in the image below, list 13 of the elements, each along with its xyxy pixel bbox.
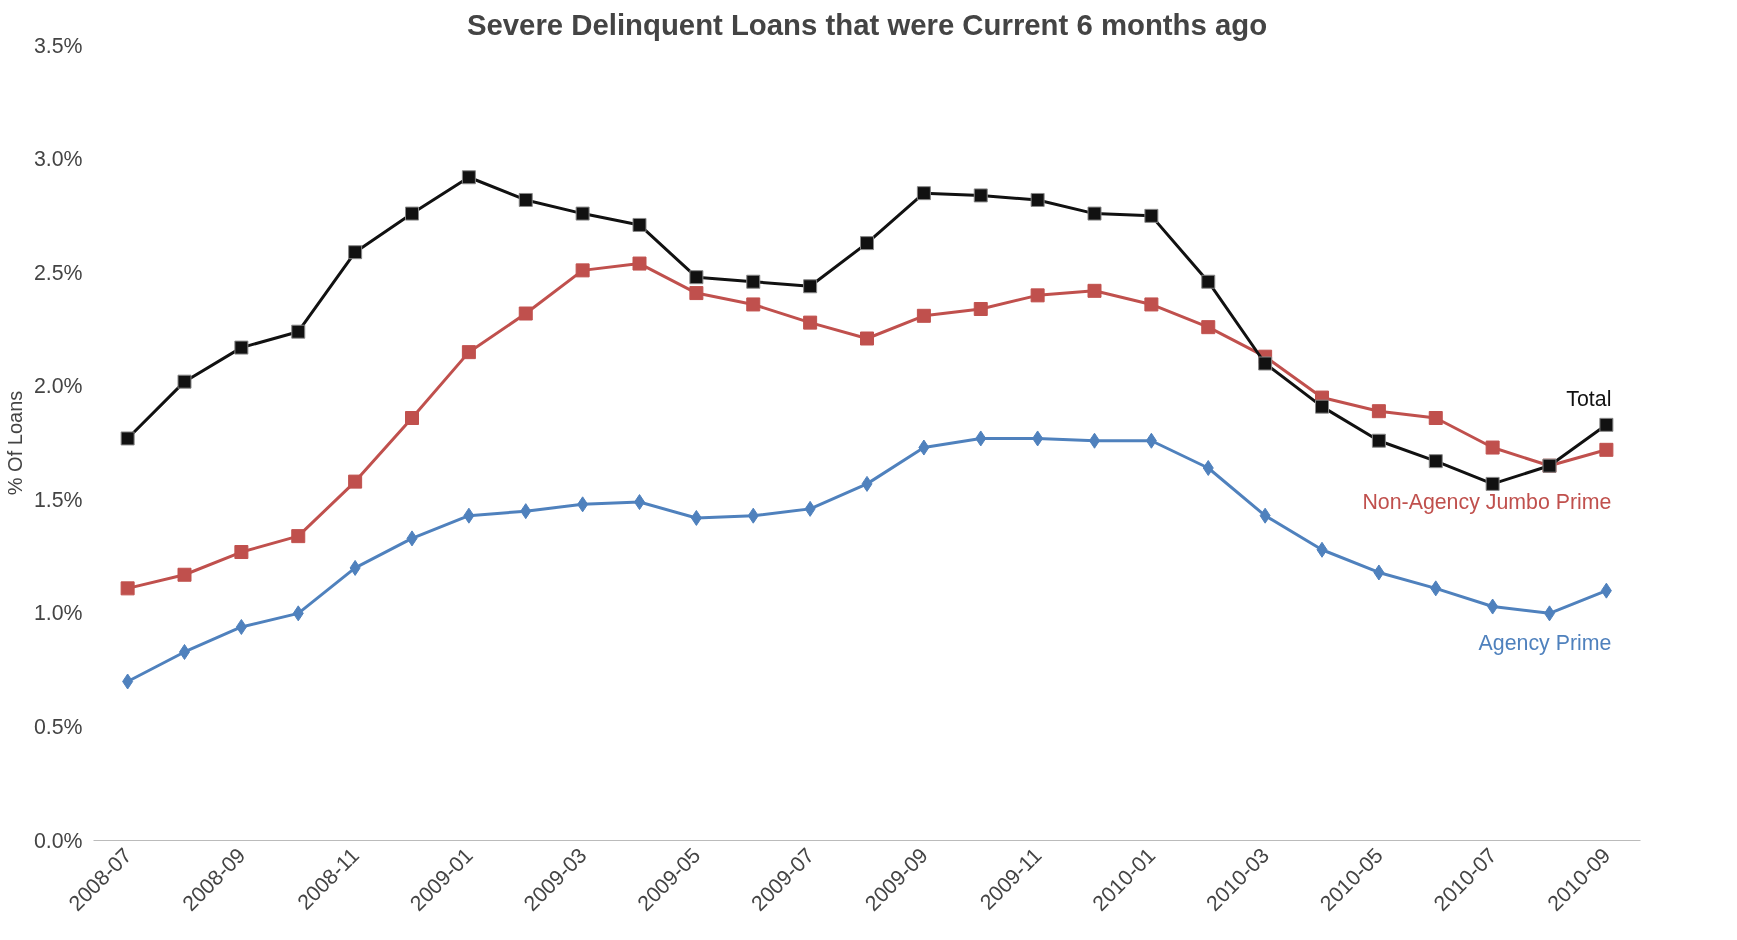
y-axis-title: % Of Loans <box>3 390 26 496</box>
y-tick-label: 1.0% <box>33 601 83 626</box>
chart-title: Severe Delinquent Loans that were Current 6 months ago <box>466 7 1268 41</box>
y-tick-label: 1.5% <box>33 487 83 512</box>
y-tick-label: 2.5% <box>33 260 83 285</box>
series-label: Agency Prime <box>1478 630 1612 655</box>
series-label: Non-Agency Jumbo Prime <box>1362 489 1612 514</box>
y-tick-label: 0.5% <box>33 714 83 739</box>
y-tick-label: 3.0% <box>33 147 83 172</box>
y-tick-label: 0.0% <box>33 828 83 853</box>
series-label: Total <box>1566 386 1612 411</box>
y-tick-label: 3.5% <box>33 33 83 58</box>
y-tick-label: 2.0% <box>33 374 83 399</box>
